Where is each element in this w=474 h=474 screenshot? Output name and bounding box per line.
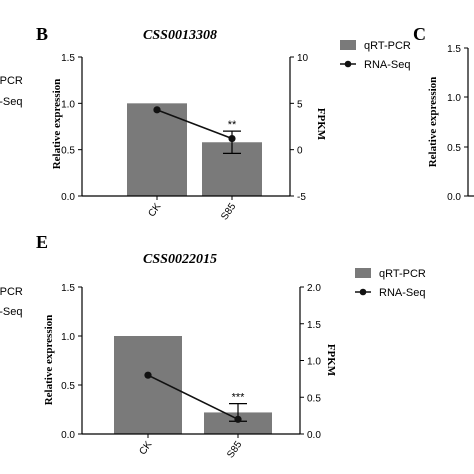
fragment-qrt-pcr-label: qRT-PCR [0,286,23,298]
y2-tick-label: 2.0 [307,283,321,294]
legend-bar-swatch [355,268,371,278]
chart-panel-b: CSS0013308 Relative expression FPKM ** 0.… [51,28,411,222]
y2-tick-label: -5 [297,192,306,203]
y-tick-label: 0.5 [61,146,75,157]
y2-tick-label: 1.5 [307,320,321,331]
bar [114,336,182,434]
x-tick-label: S85 [219,201,238,222]
y-tick-label: 1.5 [61,53,75,64]
y2-tick-label: 0.5 [307,393,321,404]
y2-tick-label: 0 [297,146,303,157]
y2-tick-label: 5 [297,99,303,110]
legend-label: qRT-PCR [379,268,426,280]
legend-marker [344,60,352,68]
y2-axis-label: FPKM [325,344,337,377]
fragment-rna-seq-label: RNA-Seq [0,96,22,108]
data-point [234,415,242,423]
y-tick-label: 1.5 [61,283,75,294]
legend-label: qRT-PCR [364,40,411,52]
panel-letter-b: B [36,24,48,44]
chart-panel-e: CSS0022015 Relative expression FPKM *** 0… [43,252,426,460]
chart-panel-c: Relative expression 1.5 1.0 0.5 0.0 [427,44,474,203]
fragment-qrt-pcr-label: qRT-PCR [0,75,23,87]
x-tick-label: S85 [225,439,244,460]
y-tick-label: 0.0 [447,192,461,203]
data-point [228,134,236,143]
y-axis-label: Relative expression [43,315,55,406]
chart-title: CSS0013308 [143,28,217,43]
x-tick-label: CK [146,201,163,219]
y-tick-label: 1.0 [61,99,75,110]
chart-title: CSS0022015 [143,252,217,267]
legend-bar-swatch [340,40,356,50]
y2-tick-label: 1.0 [307,357,321,368]
series-line [156,109,233,140]
y-tick-label: 0.0 [61,430,75,441]
legend-label: RNA-Seq [364,59,410,71]
bar [204,412,272,434]
left-legend-fragment-bottom: qRT-PCR RNA-Seq [0,286,23,318]
y-tick-label: 0.5 [61,381,75,392]
x-tick-label: CK [137,439,154,457]
y-tick-label: 1.0 [447,93,461,104]
legend-marker [359,288,367,296]
panel-letter-c: C [413,24,426,44]
y-axis-label: Relative expression [427,77,439,168]
y-tick-label: 0.5 [447,143,461,154]
significance-label: *** [232,392,246,404]
data-point [144,371,152,379]
data-point [153,106,161,114]
y2-axis-label: FPKM [315,108,327,141]
y-tick-label: 1.5 [447,44,461,55]
y-tick-label: 1.0 [61,332,75,343]
series-line [147,374,239,421]
bar [127,103,187,196]
left-legend-fragment-top: qRT-PCR RNA-Seq [0,75,23,108]
y2-tick-label: 0.0 [307,430,321,441]
y-axis-label: Relative expression [51,79,63,170]
panel-letter-e: E [36,232,48,252]
y2-tick-label: 10 [297,53,309,64]
legend-label: RNA-Seq [379,287,425,299]
significance-label: ** [228,119,237,131]
y-tick-label: 0.0 [61,192,75,203]
fragment-rna-seq-label: RNA-Seq [0,306,22,318]
